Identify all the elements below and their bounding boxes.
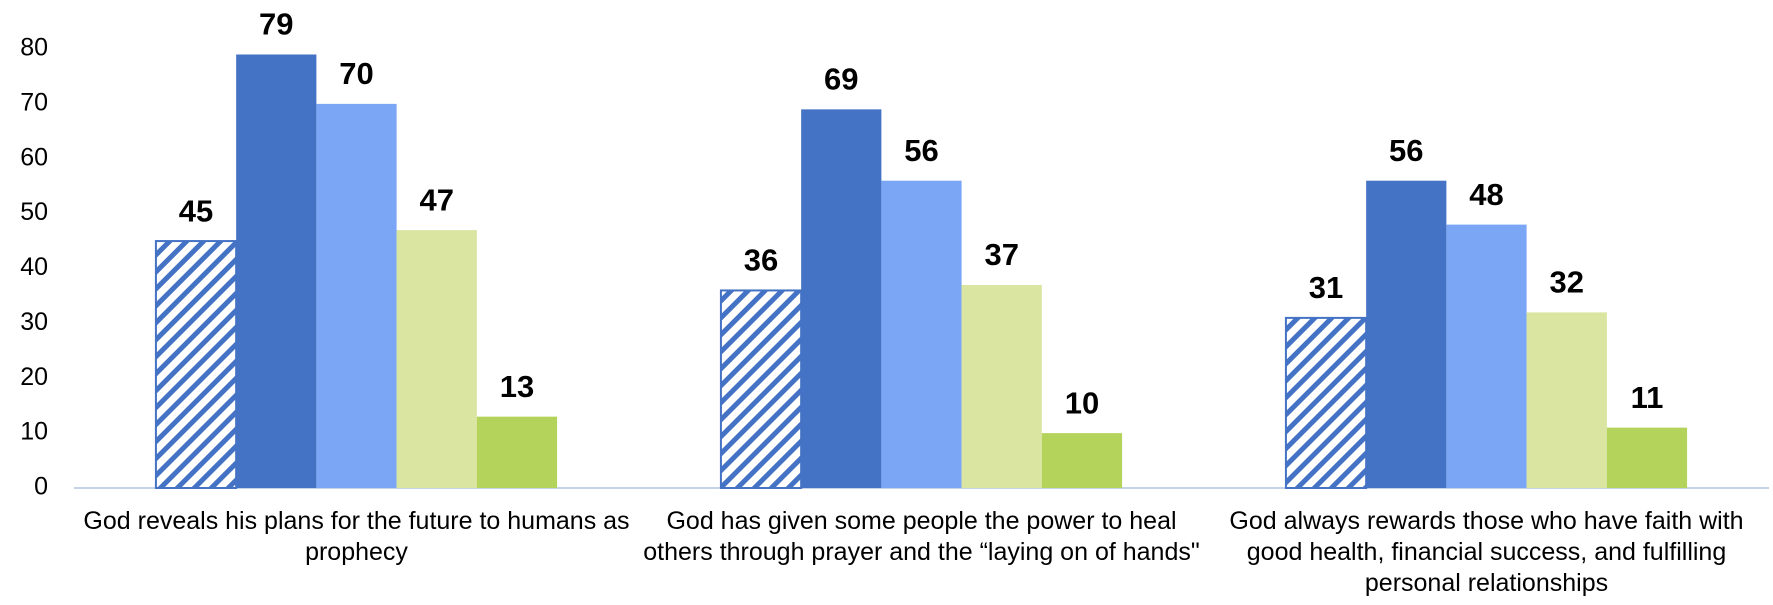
bar — [801, 109, 882, 489]
value-label: 48 — [1469, 177, 1503, 212]
value-label: 79 — [259, 7, 293, 42]
y-tick-label: 40 — [20, 253, 48, 281]
value-label: 45 — [179, 193, 213, 228]
bar — [1446, 224, 1527, 488]
bar — [1526, 312, 1607, 488]
y-tick-label: 10 — [20, 418, 48, 446]
bar — [316, 103, 397, 488]
x-tick-label: God reveals his plans for the future to … — [83, 507, 630, 566]
bar — [1284, 316, 1368, 490]
y-tick-label: 50 — [20, 198, 48, 226]
x-tick-label: God has given some people the power to h… — [643, 507, 1200, 566]
value-label: 70 — [339, 56, 373, 91]
value-label: 56 — [904, 133, 938, 168]
y-tick-label: 70 — [20, 88, 48, 116]
value-label: 31 — [1309, 270, 1343, 305]
y-tick-label: 80 — [20, 34, 48, 62]
bar — [1606, 427, 1688, 488]
y-tick-label: 20 — [20, 363, 48, 391]
bar — [236, 54, 317, 489]
value-label: 32 — [1549, 265, 1583, 300]
y-tick-label: 30 — [20, 308, 48, 336]
value-label: 11 — [1631, 380, 1664, 415]
bar — [476, 416, 558, 488]
y-tick-label: 0 — [34, 473, 48, 501]
bar — [1366, 180, 1447, 488]
bar — [1041, 433, 1123, 488]
bar — [719, 289, 803, 490]
value-label: 37 — [984, 237, 1018, 272]
y-tick-label: 60 — [20, 143, 48, 171]
value-label: 10 — [1065, 385, 1099, 420]
value-label: 36 — [744, 243, 778, 278]
x-tick-label: God always rewards those who have faith … — [1229, 507, 1744, 597]
value-label: 47 — [419, 182, 453, 217]
bar — [396, 230, 477, 488]
value-label: 56 — [1389, 133, 1423, 168]
bar — [154, 240, 238, 489]
bar — [881, 180, 962, 488]
value-label: 69 — [824, 62, 858, 97]
value-label: 13 — [500, 369, 534, 404]
bar — [961, 284, 1042, 488]
